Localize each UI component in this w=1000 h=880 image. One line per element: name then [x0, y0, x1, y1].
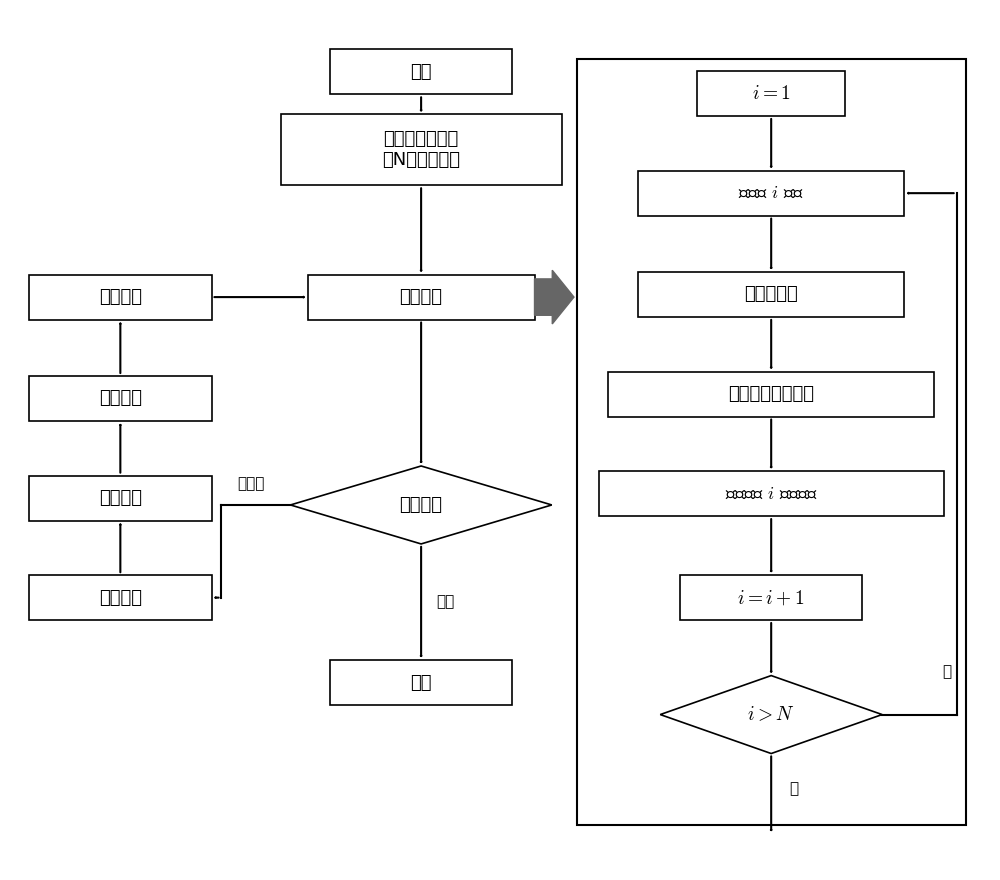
Text: 结束: 结束 [410, 673, 432, 692]
Polygon shape [290, 466, 552, 544]
Text: $i>N$: $i>N$ [747, 705, 795, 724]
Text: 评估种群: 评估种群 [400, 288, 443, 306]
FancyBboxPatch shape [29, 576, 212, 620]
Text: $i=1$: $i=1$ [752, 84, 791, 103]
FancyBboxPatch shape [330, 660, 512, 705]
Text: 开始: 开始 [410, 62, 432, 81]
FancyBboxPatch shape [308, 275, 535, 319]
FancyArrow shape [535, 270, 574, 324]
Text: 移动铂金丝: 移动铂金丝 [744, 285, 798, 304]
FancyBboxPatch shape [638, 272, 904, 317]
FancyBboxPatch shape [29, 275, 212, 319]
FancyBboxPatch shape [29, 475, 212, 521]
Text: 是: 是 [789, 781, 798, 796]
FancyBboxPatch shape [281, 114, 562, 186]
Text: 选择运算: 选择运算 [99, 589, 142, 606]
Text: 对个体 $i$ 解码: 对个体 $i$ 解码 [738, 184, 804, 202]
Text: 不满足: 不满足 [237, 476, 265, 491]
Text: 种群更新: 种群更新 [99, 288, 142, 306]
Text: 变异运算: 变异运算 [99, 390, 142, 407]
Text: 陶芯受力漂移分析: 陶芯受力漂移分析 [728, 385, 814, 403]
Text: 终止条件: 终止条件 [400, 496, 443, 514]
Text: 否: 否 [943, 664, 952, 678]
FancyBboxPatch shape [29, 376, 212, 421]
FancyBboxPatch shape [697, 71, 845, 116]
Text: 计算个体 $i$ 的适应度: 计算个体 $i$ 的适应度 [725, 485, 817, 502]
FancyBboxPatch shape [638, 171, 904, 216]
Polygon shape [660, 676, 882, 753]
Text: 满足: 满足 [436, 595, 454, 610]
FancyBboxPatch shape [608, 371, 934, 416]
Text: 随机生成个体数
为N的初始种群: 随机生成个体数 为N的初始种群 [382, 130, 460, 169]
FancyBboxPatch shape [330, 49, 512, 94]
Text: 交叉运算: 交叉运算 [99, 489, 142, 507]
Text: $i=i+1$: $i=i+1$ [737, 588, 805, 607]
FancyBboxPatch shape [680, 576, 862, 620]
FancyBboxPatch shape [599, 471, 944, 517]
